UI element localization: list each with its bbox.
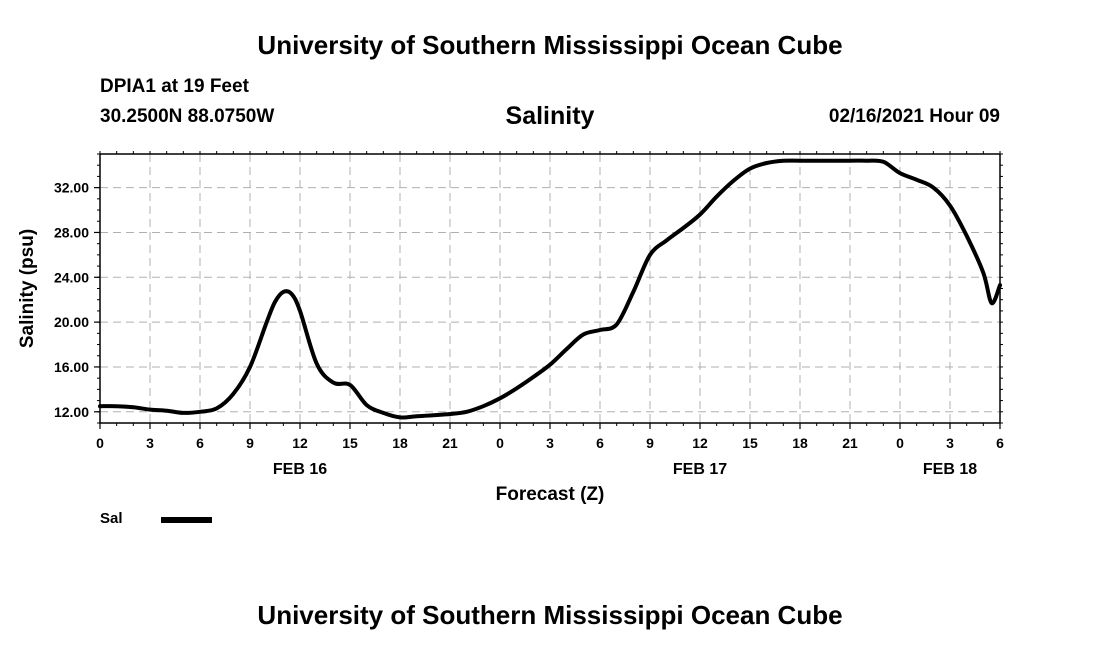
grid-lines — [99, 154, 1001, 423]
y-tick-label: 16.00 — [54, 359, 89, 375]
salinity-series-line — [98, 158, 1002, 420]
x-tick-label: 0 — [896, 435, 904, 451]
chart-title: Salinity — [505, 102, 595, 130]
coordinates-label: 30.2500N 88.0750W — [100, 106, 275, 127]
day-label: FEB 16 — [273, 461, 327, 478]
x-tick-label: 21 — [442, 435, 458, 451]
y-tick-label: 28.00 — [54, 224, 89, 240]
day-label: FEB 18 — [923, 461, 977, 478]
x-tick-label: 21 — [842, 435, 858, 451]
x-tick-label: 6 — [996, 435, 1004, 451]
x-tick-label: 12 — [692, 435, 708, 451]
x-tick-label: 3 — [946, 435, 954, 451]
institution-title: University of Southern Mississippi Ocean… — [257, 30, 843, 60]
y-tick-label: 24.00 — [54, 269, 89, 285]
x-tick-label: 0 — [96, 435, 104, 451]
x-tick-label: 12 — [292, 435, 308, 451]
x-tick-label: 9 — [246, 435, 254, 451]
x-axis-label: Forecast (Z) — [496, 484, 605, 505]
x-tick-label: 0 — [496, 435, 504, 451]
x-tick-label: 6 — [596, 435, 604, 451]
plot-frame — [99, 153, 1001, 424]
x-tick-label: 6 — [196, 435, 204, 451]
legend-label: Sal — [100, 510, 123, 527]
axis-ticks — [94, 151, 1003, 429]
footer-institution-title: University of Southern Mississippi Ocean… — [257, 600, 843, 630]
x-tick-label: 3 — [146, 435, 154, 451]
x-tick-label: 15 — [742, 435, 758, 451]
y-tick-label: 32.00 — [54, 180, 89, 196]
x-tick-label: 9 — [646, 435, 654, 451]
x-tick-label: 3 — [546, 435, 554, 451]
day-label: FEB 17 — [673, 461, 727, 478]
legend-swatch — [161, 517, 212, 523]
x-tick-label: 18 — [392, 435, 408, 451]
station-label: DPIA1 at 19 Feet — [100, 76, 249, 97]
x-tick-label: 18 — [792, 435, 808, 451]
y-tick-label: 20.00 — [54, 314, 89, 330]
tick-labels: 12.00 16.00 20.00 24.00 28.00 32.00 0 3 6 9 12 15 18… — [54, 180, 1004, 478]
y-axis-label: Salinity (psu) — [17, 229, 38, 348]
x-tick-label: 15 — [342, 435, 358, 451]
y-tick-label: 12.00 — [54, 404, 89, 420]
run-time-label: 02/16/2021 Hour 09 — [828, 106, 1000, 127]
